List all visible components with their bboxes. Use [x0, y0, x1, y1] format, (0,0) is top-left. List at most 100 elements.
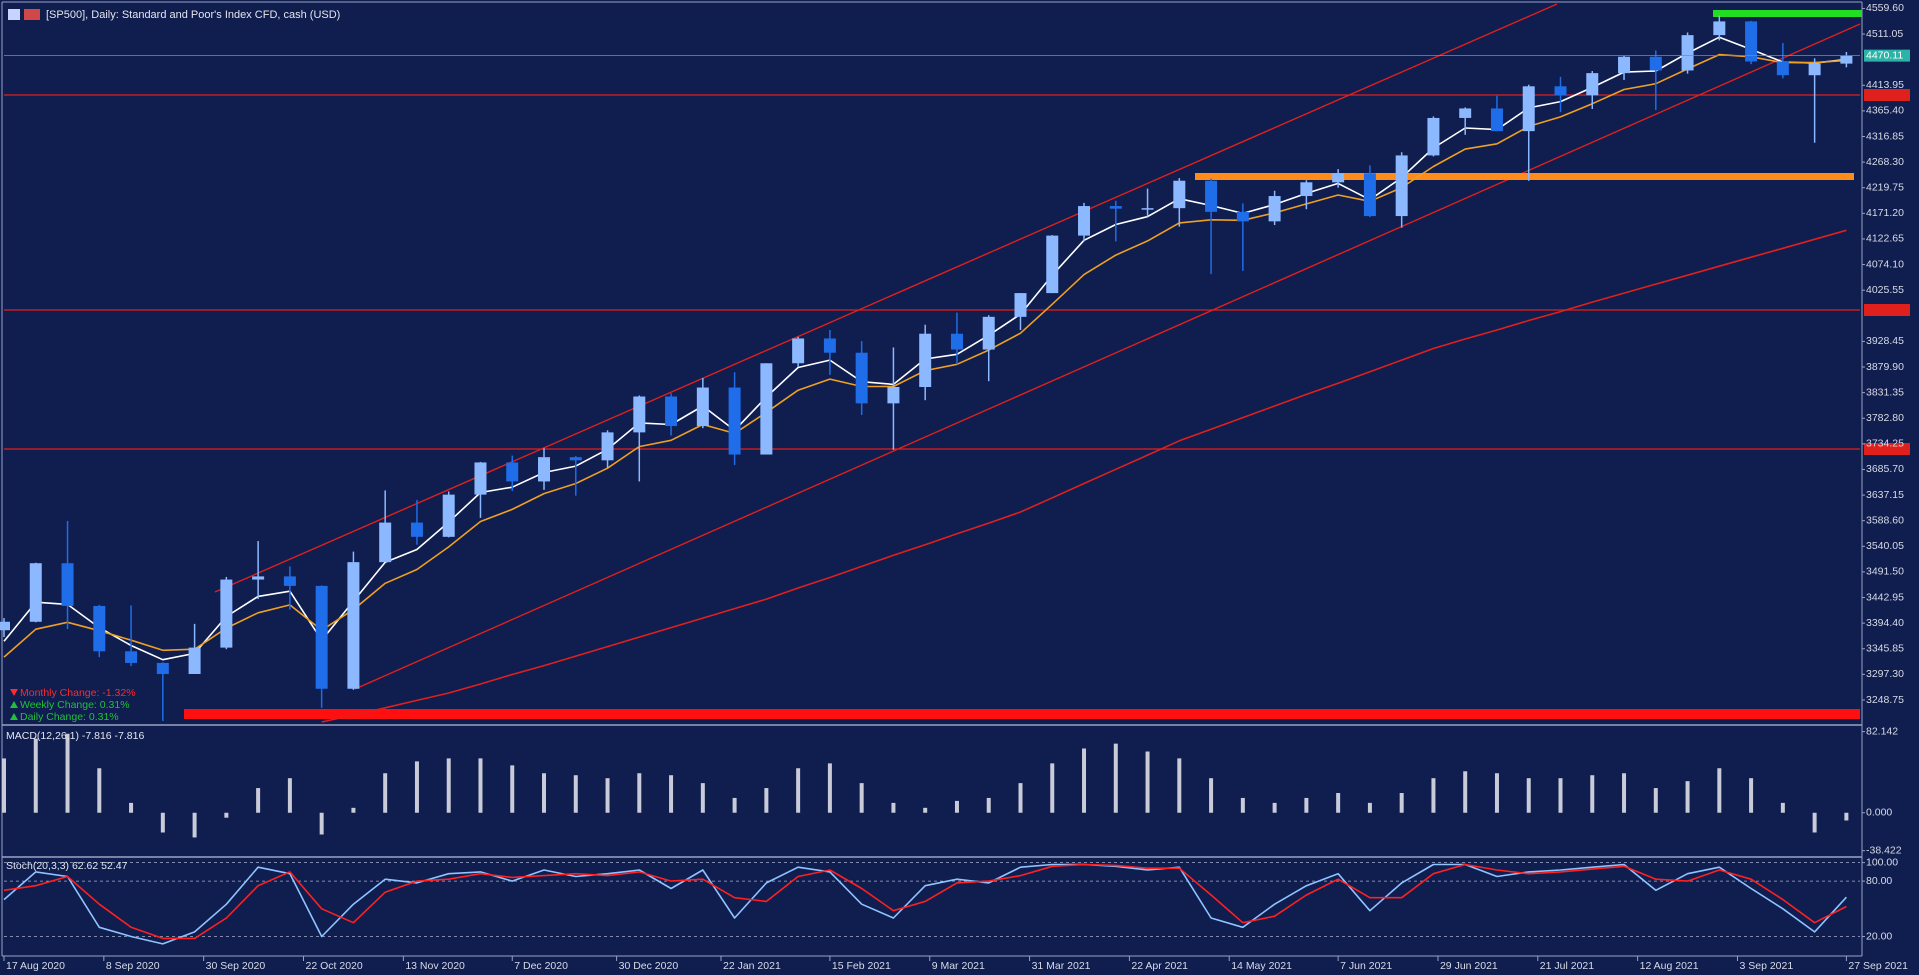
- candle-body: [252, 576, 265, 580]
- annotation: Daily Change: 0.31%: [20, 711, 119, 723]
- y-tick-label: 4365.40: [1866, 105, 1904, 117]
- candle-body: [474, 462, 487, 495]
- candle-body: [0, 621, 10, 631]
- y-tick-label: 4074.10: [1866, 258, 1904, 270]
- candle-body: [1618, 56, 1631, 74]
- level-tag: [1864, 443, 1910, 455]
- chart-title: [SP500], Daily: Standard and Poor's Inde…: [46, 9, 340, 21]
- x-tick-label: 22 Oct 2020: [306, 960, 363, 972]
- x-tick-label: 30 Sep 2020: [206, 960, 266, 972]
- zone-bar: [184, 709, 1860, 719]
- y-tick-label: 3879.90: [1866, 361, 1904, 373]
- candle-body: [93, 605, 106, 652]
- y-tick-label: 4511.05: [1866, 28, 1903, 40]
- zone-bar: [1195, 173, 1854, 180]
- y-tick-label: 3637.15: [1866, 489, 1904, 501]
- x-tick-label: 7 Jun 2021: [1340, 960, 1392, 972]
- candle-body: [1713, 21, 1726, 36]
- candle-body: [1236, 211, 1249, 222]
- candle-body: [1046, 235, 1059, 294]
- y-tick-label: 3540.05: [1866, 540, 1904, 552]
- candle-body: [1332, 173, 1345, 183]
- channel-line: [354, 23, 1861, 690]
- candle-body: [1141, 208, 1154, 210]
- y-tick-label: 3442.95: [1866, 591, 1904, 603]
- candle-body: [1078, 206, 1091, 236]
- last-price-tag: [1864, 49, 1910, 62]
- candle-body: [315, 585, 328, 689]
- y-tick-label: 3297.30: [1866, 668, 1904, 680]
- moving-average: [321, 229, 1847, 723]
- x-tick-label: 12 Aug 2021: [1640, 960, 1699, 972]
- candle-body: [1554, 86, 1567, 96]
- last-price-label: 4470.11: [1866, 49, 1903, 61]
- candle-body: [1681, 35, 1694, 71]
- y-tick-label: 4268.30: [1866, 156, 1904, 168]
- x-tick-label: 7 Dec 2020: [514, 960, 568, 972]
- candle-body: [1395, 155, 1408, 217]
- oscillator-line: [3, 863, 1847, 940]
- candle-body: [1745, 21, 1758, 62]
- y-tick-label: 80.00: [1866, 875, 1892, 887]
- candle-body: [855, 352, 868, 404]
- candle-body: [633, 396, 646, 433]
- x-tick-label: 13 Nov 2020: [405, 960, 465, 972]
- candle-body: [29, 563, 42, 622]
- candle-body: [1427, 117, 1440, 156]
- candle-body: [760, 363, 773, 455]
- y-tick-label: 20.00: [1866, 930, 1892, 942]
- candle-body: [950, 333, 963, 350]
- candle-body: [823, 338, 836, 353]
- icon: [8, 9, 20, 20]
- candle-body: [1649, 56, 1662, 71]
- candle-body: [569, 457, 582, 461]
- candle-body: [1459, 108, 1472, 118]
- candle-body: [506, 462, 519, 482]
- candle-body: [792, 338, 805, 364]
- x-tick-label: 27 Sep 2021: [1848, 960, 1908, 972]
- candle-body: [379, 522, 392, 563]
- candle-body: [125, 651, 138, 663]
- x-tick-label: 29 Jun 2021: [1440, 960, 1498, 972]
- panel-title: Stoch(20,3,3) 62.62 52.47: [6, 860, 128, 872]
- y-tick-label: 82.142: [1866, 725, 1898, 737]
- y-tick-label: 0.000: [1866, 807, 1892, 819]
- y-tick-label: 3248.75: [1866, 694, 1904, 706]
- y-tick-label: 100.00: [1866, 856, 1898, 868]
- x-tick-label: 3 Sep 2021: [1739, 960, 1793, 972]
- x-tick-label: 22 Apr 2021: [1131, 960, 1188, 972]
- y-tick-label: 4316.85: [1866, 130, 1904, 142]
- candle-body: [665, 396, 678, 427]
- candle-body: [1268, 196, 1281, 222]
- annotation: Monthly Change: -1.32%: [20, 687, 136, 699]
- change-indicator: [10, 713, 18, 720]
- candle-body: [283, 576, 296, 586]
- y-tick-label: 3734.25: [1866, 438, 1904, 450]
- change-indicator: [10, 701, 18, 708]
- level-tag: [1864, 89, 1910, 101]
- x-tick-label: 15 Feb 2021: [832, 960, 891, 972]
- candle-body: [1490, 108, 1503, 132]
- x-tick-label: 31 Mar 2021: [1032, 960, 1091, 972]
- x-tick-label: 22 Jan 2021: [723, 960, 781, 972]
- y-tick-label: -38.422: [1866, 844, 1902, 856]
- channel-line: [214, 3, 1558, 593]
- candle-body: [156, 662, 169, 674]
- y-tick-label: 4171.20: [1866, 207, 1904, 219]
- candle-body: [1300, 182, 1313, 197]
- x-tick-label: 9 Mar 2021: [932, 960, 985, 972]
- y-tick-label: 4219.75: [1866, 182, 1904, 194]
- candle-body: [347, 562, 360, 689]
- y-tick-label: 3394.40: [1866, 617, 1904, 629]
- candle-body: [538, 457, 551, 482]
- candle-body: [1014, 293, 1027, 317]
- candle-body: [1205, 180, 1218, 212]
- y-tick-label: 3831.35: [1866, 386, 1904, 398]
- y-tick-label: 3685.70: [1866, 463, 1904, 475]
- candle-body: [188, 647, 201, 674]
- candle-body: [410, 522, 423, 537]
- x-tick-label: 21 Jul 2021: [1540, 960, 1594, 972]
- x-tick-label: 14 May 2021: [1231, 960, 1292, 972]
